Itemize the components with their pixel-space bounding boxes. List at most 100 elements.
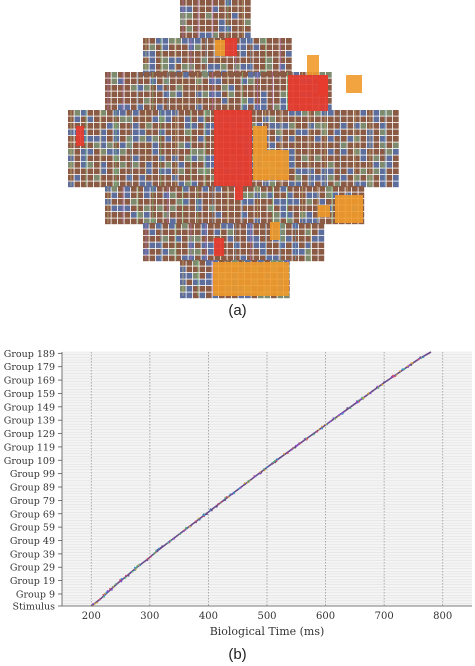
grid-cell <box>206 266 212 273</box>
grid-cell <box>282 110 289 116</box>
raster-point <box>184 528 187 531</box>
grid-cell <box>215 205 222 212</box>
grid-cell <box>149 249 156 255</box>
grid-cell <box>222 104 228 111</box>
raster-point <box>263 469 266 472</box>
grid-cell <box>222 98 228 104</box>
raster-point <box>195 520 197 523</box>
grid-cell <box>186 0 193 6</box>
grid-cell <box>196 98 202 104</box>
grid-cell <box>308 136 315 142</box>
grid-cell <box>267 186 274 192</box>
raster-point <box>124 576 127 579</box>
raster-point <box>167 541 170 544</box>
grid-cell <box>156 57 162 64</box>
grid-cell <box>176 192 183 199</box>
grid-cell <box>94 142 100 149</box>
grid-cell <box>209 205 215 212</box>
grid-cell <box>289 149 295 155</box>
raster-trace-segment <box>395 366 409 376</box>
raster-point <box>320 425 323 428</box>
grid-cell <box>126 162 133 168</box>
raster-point <box>111 589 113 591</box>
grid-cell <box>196 192 202 199</box>
grid-cell <box>175 38 182 44</box>
grid-cell <box>321 136 328 142</box>
grid-cell <box>204 110 211 116</box>
grid-cell <box>124 85 131 91</box>
grid-cell <box>261 212 267 218</box>
grid-cell <box>306 186 313 192</box>
grid-cell <box>269 123 276 129</box>
highlight-orange-region <box>213 262 289 296</box>
grid-cell <box>133 155 139 162</box>
grid-cell <box>261 186 267 192</box>
grid-cell <box>222 91 228 98</box>
grid-cell <box>172 149 178 155</box>
grid-cell <box>232 32 238 39</box>
y-tick-label: Group 189 <box>4 349 55 360</box>
grid-cell <box>163 72 170 78</box>
grid-cell <box>393 116 399 123</box>
grid-cell <box>176 91 183 98</box>
grid-cell <box>146 162 152 168</box>
grid-cell <box>280 186 287 192</box>
grid-cell <box>152 155 159 162</box>
grid-cell <box>266 57 273 64</box>
grid-cell <box>341 129 347 136</box>
grid-cell <box>280 199 287 205</box>
grid-cell <box>334 155 341 162</box>
grid-cell <box>131 218 137 225</box>
grid-cell <box>302 142 308 149</box>
grid-cell <box>274 205 280 212</box>
grid-cell <box>182 249 188 255</box>
grid-cell <box>191 155 198 162</box>
grid-cell <box>149 51 156 57</box>
grid-cell <box>131 212 137 218</box>
highlight-red-region <box>318 75 328 95</box>
grid-cell <box>393 162 399 168</box>
grid-cell <box>126 149 133 155</box>
grid-cell <box>321 110 328 116</box>
grid-cell <box>282 142 289 149</box>
grid-cell <box>248 205 254 212</box>
grid-cell <box>276 110 282 116</box>
grid-cell <box>100 116 107 123</box>
grid-cell <box>293 72 300 78</box>
grid-cell <box>228 205 235 212</box>
grid-cell <box>211 175 217 181</box>
grid-cell <box>295 175 302 181</box>
grid-cell <box>308 142 315 149</box>
grid-cell <box>256 116 263 123</box>
grid-cell <box>208 223 214 229</box>
raster-point <box>329 420 332 423</box>
raster-point <box>210 509 213 512</box>
grid-cell <box>219 13 225 19</box>
grid-cell <box>94 123 100 129</box>
raster-point <box>337 414 340 417</box>
grid-cell <box>126 116 133 123</box>
grid-cell <box>280 205 287 212</box>
grid-cell <box>206 32 212 39</box>
grid-cell <box>334 175 341 181</box>
grid-cell <box>131 192 137 199</box>
grid-cell <box>360 175 367 181</box>
grid-cell <box>347 162 354 168</box>
grid-cell <box>295 136 302 142</box>
grid-cell <box>124 104 131 111</box>
grid-cell <box>274 85 280 91</box>
grid-cell <box>172 181 178 188</box>
grid-cell <box>241 199 248 205</box>
grid-cell <box>199 266 206 273</box>
grid-cell <box>165 142 172 149</box>
raster-point <box>303 437 306 440</box>
grid-cell <box>196 78 202 85</box>
grid-cell <box>326 192 332 199</box>
grid-cell <box>286 51 292 57</box>
grid-cell <box>204 162 211 168</box>
grid-cell <box>234 236 240 242</box>
grid-cell <box>299 242 305 249</box>
raster-trace-segment <box>305 430 318 440</box>
grid-cell <box>131 104 137 111</box>
x-axis: 200 300 400 500 600 700 800 <box>82 352 452 622</box>
